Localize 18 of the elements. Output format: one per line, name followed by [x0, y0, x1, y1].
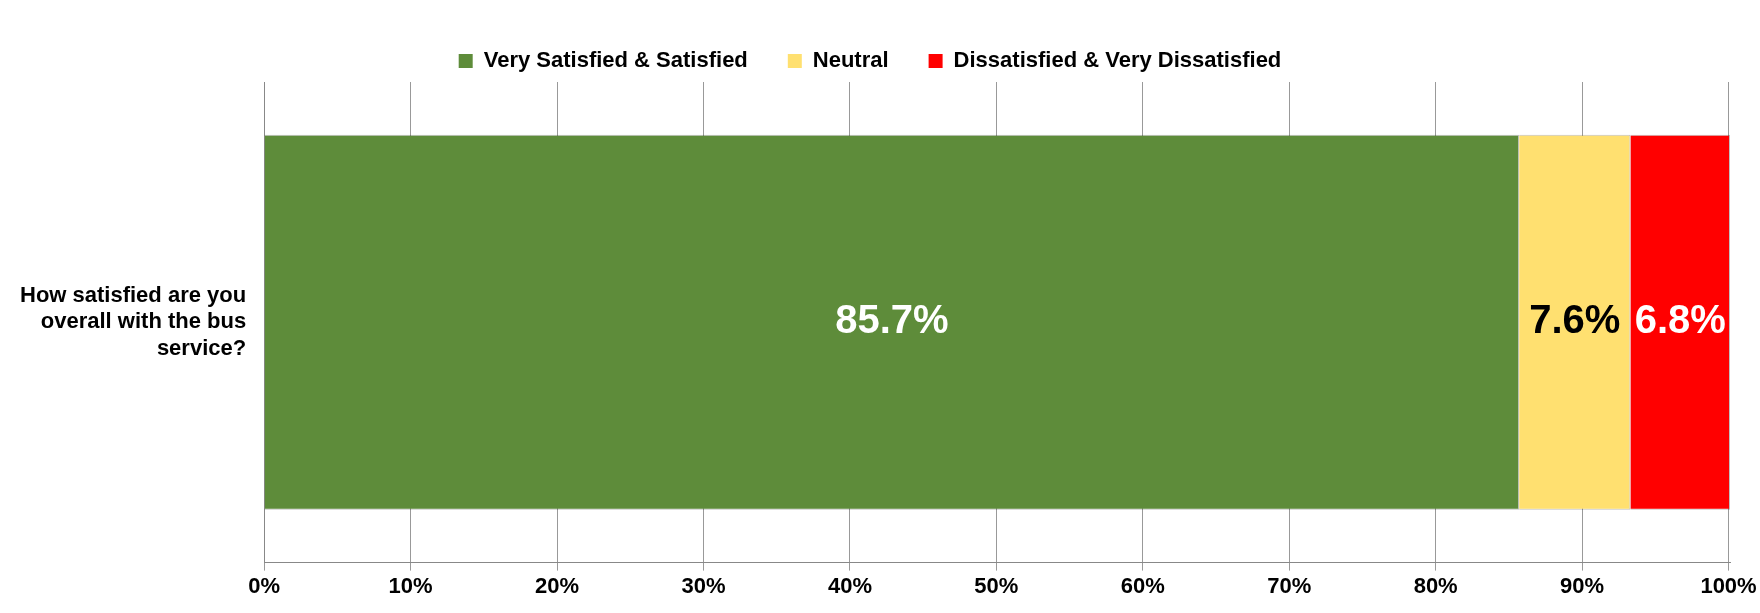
y-tick-label: How satisfied are you overall with the bus service?: [19, 281, 247, 360]
x-tick-label: 80%: [1413, 572, 1458, 598]
data-label: 85.7%: [835, 297, 949, 342]
x-tick-label: 30%: [681, 572, 726, 598]
x-tick-label: 100%: [1700, 572, 1757, 598]
legend-label: Neutral: [812, 47, 889, 73]
x-tick-label: 70%: [1267, 572, 1312, 598]
legend-label: Dissatisfied & Very Dissatisfied: [953, 47, 1282, 73]
x-tick-label: 40%: [827, 572, 872, 598]
x-tick-label: 50%: [974, 572, 1019, 598]
x-tick-label: 60%: [1120, 572, 1165, 598]
data-label: 6.8%: [1634, 297, 1726, 342]
x-tick-label: 0%: [248, 572, 281, 598]
x-tick-label: 10%: [388, 572, 433, 598]
x-tick-label: 20%: [535, 572, 580, 598]
legend-label: Very Satisfied & Satisfied: [483, 47, 748, 73]
x-tick-label: 90%: [1560, 572, 1605, 598]
data-label: 7.6%: [1529, 297, 1621, 342]
